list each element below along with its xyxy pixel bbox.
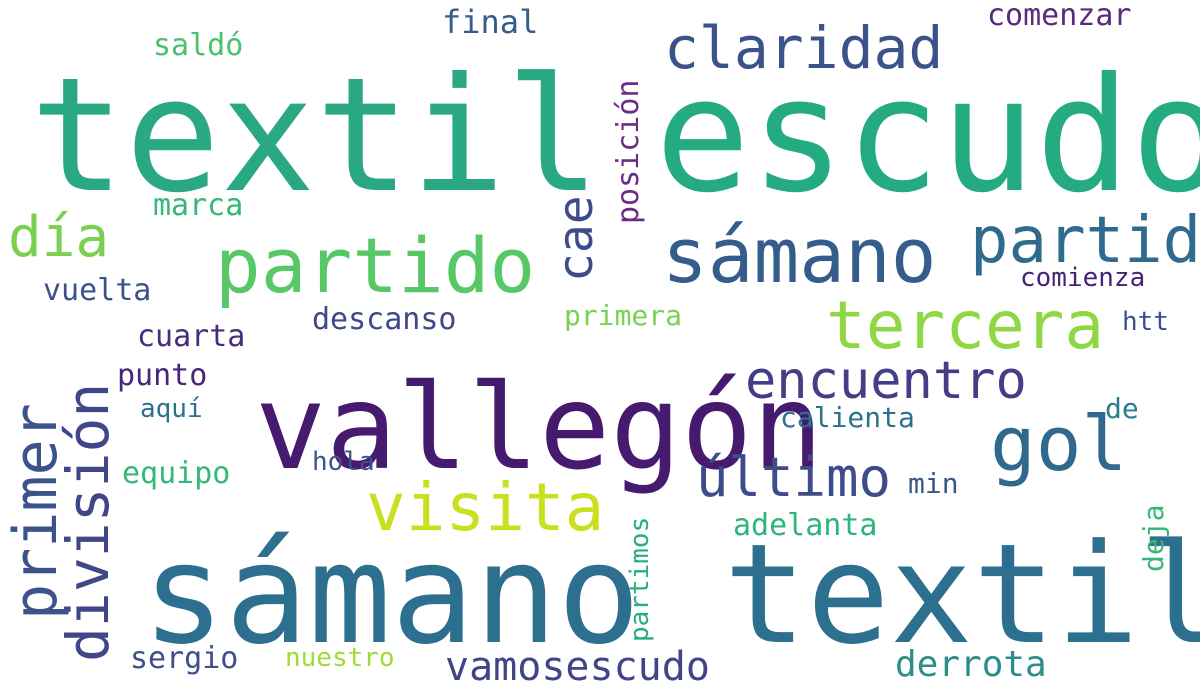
- word-vamosescudo: vamosescudo: [445, 644, 710, 690]
- word-gol: gol: [990, 399, 1127, 488]
- word-division: división: [54, 383, 122, 662]
- word-claridad: claridad: [664, 14, 943, 82]
- word-sergio: sergio: [130, 641, 238, 676]
- word-dia: día: [8, 205, 109, 270]
- word-tercera: tercera: [826, 287, 1104, 364]
- word-equipo: equipo: [122, 456, 230, 491]
- word-htt: htt: [1122, 307, 1169, 337]
- word-primer: primer: [1, 403, 71, 620]
- word-visita: visita: [366, 469, 604, 546]
- word-final: final: [442, 3, 538, 41]
- word-vallegon: vallegón: [255, 358, 823, 496]
- word-deja: deja: [1137, 505, 1170, 572]
- word-de: de: [1105, 392, 1139, 425]
- word-partido: partido: [215, 221, 535, 310]
- word-min: min: [908, 467, 959, 500]
- word-descanso: descanso: [312, 302, 457, 337]
- word-calienta: calienta: [780, 401, 915, 434]
- word-ultimo: último: [696, 446, 891, 509]
- word-adelanta: adelanta: [733, 508, 878, 543]
- word-punto: punto: [117, 358, 207, 393]
- word-hola: hola: [312, 447, 375, 477]
- word-saldo: saldó: [153, 28, 243, 63]
- word-derrota: derrota: [895, 644, 1047, 685]
- word-encuentro: encuentro: [745, 351, 1027, 411]
- word-partimos: partimos: [625, 517, 655, 642]
- word-vuelta: vuelta: [43, 273, 151, 308]
- word-cuarta: cuarta: [137, 319, 245, 354]
- word-aqui: aquí: [140, 394, 203, 424]
- word-nuestro: nuestro: [285, 643, 395, 673]
- word-comenzar: comenzar: [987, 0, 1132, 33]
- word-primera: primera: [564, 299, 682, 332]
- word-textil: textil: [30, 44, 601, 228]
- word-cae: cae: [548, 195, 604, 282]
- word-marca: marca: [153, 188, 243, 223]
- word-comienza: comienza: [1020, 263, 1145, 293]
- word-samano: sámano: [662, 211, 937, 300]
- word-partid: partid: [970, 204, 1200, 278]
- word-escudo: escudo: [655, 44, 1200, 228]
- word-samano-textil: sámano textil: [142, 514, 1200, 675]
- word-posicion: posición: [611, 80, 646, 225]
